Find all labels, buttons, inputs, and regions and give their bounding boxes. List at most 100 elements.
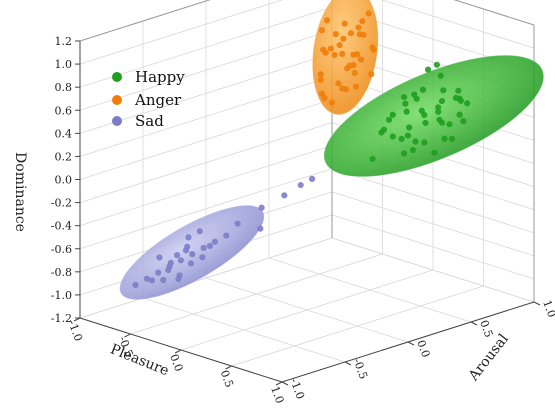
y-tick-label: -1.0 bbox=[288, 377, 307, 401]
legend-marker-happy bbox=[112, 72, 122, 82]
sad-point bbox=[177, 257, 184, 264]
happy-point bbox=[456, 95, 463, 102]
legend-label-sad: Sad bbox=[135, 112, 164, 130]
anger-point bbox=[350, 51, 357, 58]
frame-edge bbox=[79, 0, 211, 42]
legend-label-anger: Anger bbox=[134, 91, 182, 109]
x-tick-mark bbox=[174, 349, 182, 354]
sad-point bbox=[160, 276, 167, 284]
sad-point bbox=[308, 175, 316, 182]
anger-point bbox=[317, 71, 324, 78]
y-tick-label: 1.0 bbox=[540, 298, 555, 319]
anger-point bbox=[318, 27, 326, 34]
y-tick-label: -0.5 bbox=[351, 357, 370, 381]
sad-point bbox=[185, 234, 192, 241]
happy-point bbox=[433, 61, 440, 68]
happy-point bbox=[378, 129, 385, 136]
x-tick-mark bbox=[73, 317, 81, 322]
anger-point bbox=[336, 42, 343, 49]
z-axis-title: Dominance bbox=[12, 152, 28, 232]
anger-point bbox=[368, 71, 375, 78]
happy-point bbox=[440, 87, 447, 94]
x-tick-label: 1.0 bbox=[268, 384, 286, 405]
z-tick-label: -1.0 bbox=[51, 289, 72, 302]
anger-point bbox=[320, 46, 327, 53]
sad-point bbox=[175, 275, 182, 283]
anger-point bbox=[351, 69, 358, 77]
happy-point bbox=[418, 107, 425, 114]
axis-frame bbox=[79, 0, 535, 383]
sad-point bbox=[223, 232, 230, 239]
happy-point bbox=[431, 149, 438, 156]
z-tick-label: -0.4 bbox=[51, 220, 72, 233]
x-tick-label: 0.5 bbox=[218, 368, 236, 389]
happy-point bbox=[406, 124, 413, 131]
z-tick-label: 0.2 bbox=[55, 150, 73, 163]
happy-point bbox=[436, 116, 443, 123]
sad-point bbox=[155, 269, 162, 276]
happy-point bbox=[413, 95, 420, 102]
sad-point bbox=[234, 220, 241, 227]
sad-point bbox=[257, 225, 264, 232]
sad-point bbox=[206, 242, 213, 250]
sad-point bbox=[297, 181, 304, 189]
grid-line bbox=[331, 237, 535, 303]
happy-point bbox=[401, 93, 408, 101]
frame-edge bbox=[453, 0, 535, 26]
y-tick-mark bbox=[281, 381, 289, 386]
happy-point bbox=[446, 121, 453, 128]
sad-point bbox=[167, 259, 174, 266]
z-tick-label: -0.6 bbox=[51, 243, 72, 256]
sad-point bbox=[148, 277, 155, 284]
happy-point bbox=[389, 133, 396, 140]
sad-point bbox=[156, 254, 163, 261]
happy-point bbox=[403, 108, 410, 115]
anger-point bbox=[323, 17, 331, 24]
happy-point bbox=[435, 108, 442, 115]
anger-point bbox=[339, 85, 346, 92]
tick-labels: -1.2-1.0-0.8-0.6-0.4-0.20.00.20.40.60.81… bbox=[51, 35, 555, 405]
anger-point bbox=[360, 31, 367, 39]
happy-point bbox=[460, 118, 467, 125]
grid-planes bbox=[79, 0, 535, 383]
y-axis-title: Arousal bbox=[465, 331, 512, 385]
anger-point bbox=[355, 24, 362, 31]
z-tick-label: -0.2 bbox=[51, 197, 72, 210]
anger-point bbox=[339, 50, 346, 58]
sad-point bbox=[165, 266, 172, 274]
anger-point bbox=[350, 61, 357, 69]
anger-point bbox=[344, 65, 351, 72]
grid-line bbox=[142, 297, 346, 363]
legend-marker-anger bbox=[112, 95, 122, 105]
anger-point bbox=[358, 56, 365, 63]
legend: Happy Anger Sad bbox=[112, 68, 185, 130]
happy-point bbox=[389, 111, 396, 118]
happy-point bbox=[438, 97, 446, 105]
sad-point bbox=[174, 251, 181, 259]
sad-point bbox=[200, 244, 207, 252]
x-tick-mark bbox=[275, 381, 283, 386]
y-tick-label: 0.0 bbox=[414, 338, 432, 359]
y-tick-mark bbox=[470, 321, 478, 326]
happy-point bbox=[435, 104, 442, 111]
happy-point bbox=[369, 155, 376, 163]
sad-point bbox=[199, 254, 206, 261]
anger-point bbox=[340, 35, 347, 42]
legend-label-happy: Happy bbox=[135, 68, 185, 86]
anger-point bbox=[317, 76, 324, 84]
happy-point bbox=[401, 150, 408, 157]
z-tick-label: 1.2 bbox=[55, 35, 73, 48]
happy-point bbox=[419, 86, 427, 93]
happy-point bbox=[422, 119, 429, 127]
happy-point bbox=[404, 132, 412, 139]
anger-point bbox=[327, 45, 334, 52]
data-points bbox=[132, 10, 471, 289]
sad-point bbox=[143, 275, 150, 282]
sad-point bbox=[132, 281, 139, 289]
anger-point bbox=[352, 83, 360, 90]
sad-point bbox=[182, 247, 190, 254]
happy-point bbox=[412, 138, 419, 145]
happy-point bbox=[441, 135, 448, 142]
anger-point bbox=[347, 30, 355, 37]
happy-point bbox=[448, 135, 456, 142]
